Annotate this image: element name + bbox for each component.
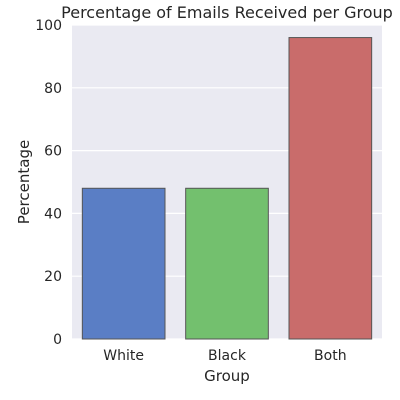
chart-title: Percentage of Emails Received per Group [61, 3, 393, 22]
y-tick-label: 0 [53, 332, 62, 348]
y-tick-label: 80 [44, 81, 62, 97]
y-tick-label: 60 [44, 144, 62, 160]
y-tick-label: 100 [35, 18, 62, 34]
y-tick-label: 40 [44, 206, 62, 222]
y-axis-label: Percentage [15, 140, 33, 224]
x-tick-label: Both [314, 348, 347, 364]
x-tick-label: White [103, 348, 144, 364]
y-tick-label: 20 [44, 269, 62, 285]
bar-both [288, 37, 373, 340]
bar-black [185, 187, 269, 340]
x-axis-label: Group [204, 367, 250, 385]
bars [81, 37, 373, 340]
x-axis-ticks: White Black Both [103, 348, 346, 364]
y-axis-ticks: 0 20 40 60 80 100 [35, 18, 62, 348]
x-tick-label: Black [208, 348, 247, 364]
bar-white [81, 187, 166, 340]
